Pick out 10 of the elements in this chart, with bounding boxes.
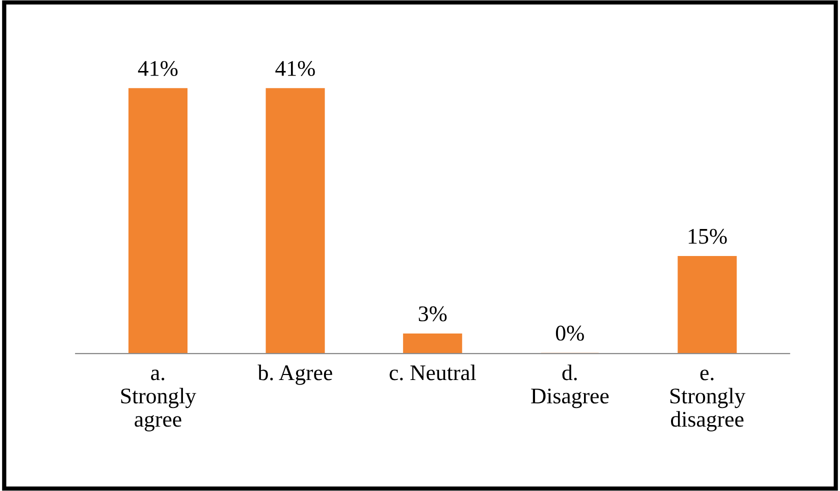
data-label: 15% <box>688 228 727 244</box>
x-tick-label: e. Strongly disagree <box>670 370 746 432</box>
data-label: 41% <box>138 60 178 76</box>
data-label: 0% <box>556 326 584 341</box>
data-label: 3% <box>418 306 447 322</box>
x-tick-label: d. Disagree <box>531 364 609 408</box>
x-tick-label: c. Neutral <box>390 364 476 380</box>
x-tick-label: b. Agree <box>258 364 332 385</box>
x-tick-label: a. Strongly agree <box>121 370 196 432</box>
data-label: 41% <box>275 60 315 76</box>
